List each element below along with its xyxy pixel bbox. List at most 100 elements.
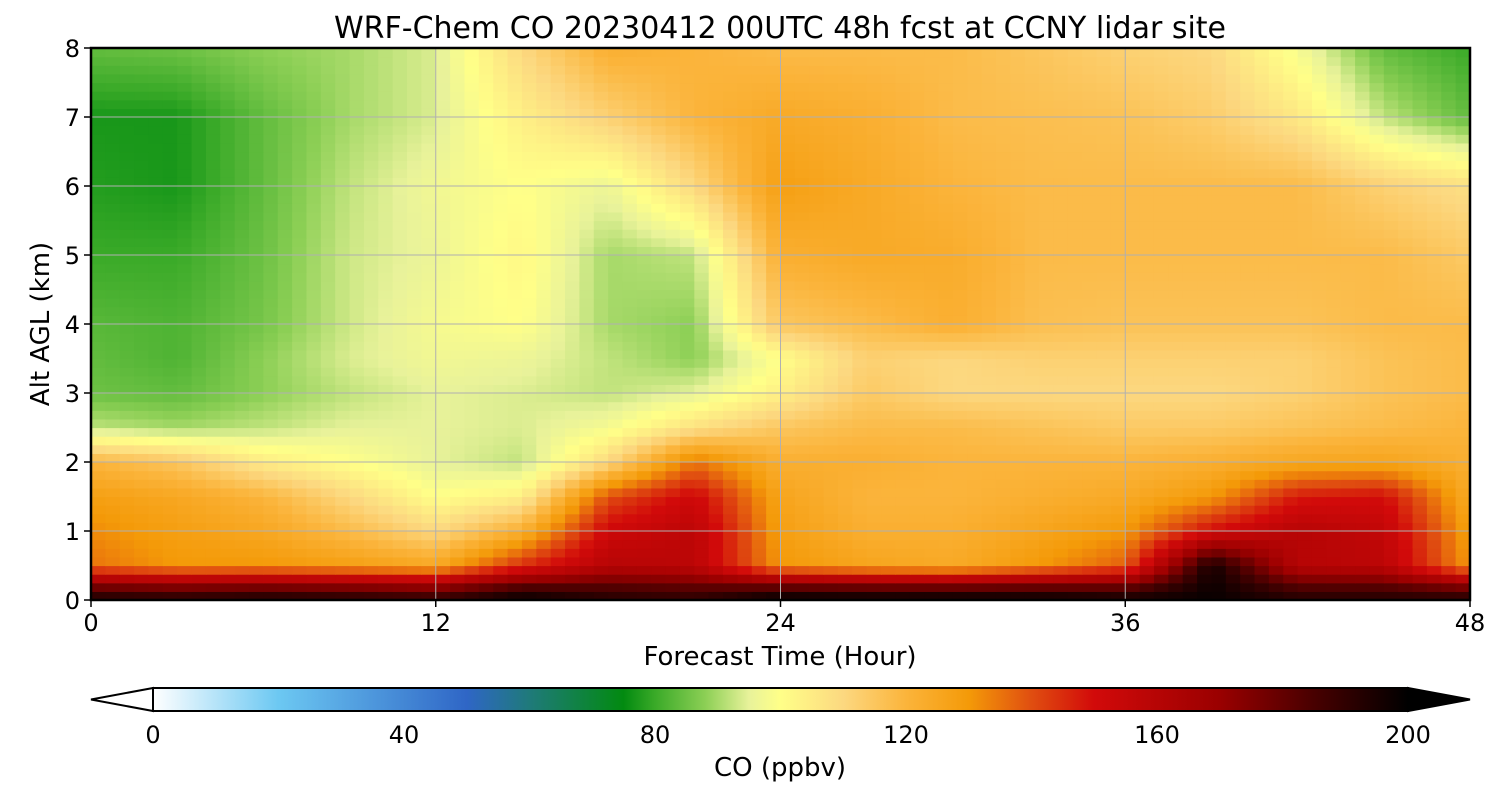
heatmap-cell: [694, 220, 710, 230]
heatmap-cell: [450, 168, 466, 178]
heatmap-cell: [967, 470, 983, 480]
heatmap-cell: [378, 160, 394, 170]
heatmap-cell: [177, 487, 193, 498]
heatmap-cell: [134, 496, 150, 506]
heatmap-cell: [435, 548, 451, 558]
heatmap-cell: [1053, 341, 1069, 351]
heatmap-cell: [550, 418, 566, 429]
heatmap-cell: [363, 280, 379, 291]
heatmap-cell: [550, 289, 566, 299]
heatmap-cell: [651, 522, 667, 532]
heatmap-cell: [1455, 513, 1470, 523]
heatmap-cell: [708, 272, 724, 282]
heatmap-cell: [967, 280, 983, 291]
heatmap-cell: [766, 220, 782, 230]
heatmap-cell: [1182, 246, 1198, 256]
heatmap-cell: [1268, 211, 1284, 222]
heatmap-cell: [737, 444, 753, 454]
heatmap-cell: [967, 574, 983, 584]
heatmap-cell: [636, 306, 652, 316]
heatmap-cell: [378, 177, 394, 187]
heatmap-cell: [91, 211, 106, 222]
heatmap-cell: [1211, 522, 1227, 532]
heatmap-cell: [1024, 574, 1040, 584]
heatmap-cell: [1110, 246, 1126, 256]
heatmap-cell: [292, 591, 308, 600]
heatmap-cell: [536, 522, 552, 532]
heatmap-cell: [1326, 341, 1342, 351]
heatmap-cell: [1039, 280, 1055, 291]
heatmap-cell: [1240, 151, 1256, 161]
heatmap-cell: [780, 349, 796, 360]
heatmap-cell: [1067, 384, 1083, 394]
heatmap-cell: [1139, 358, 1155, 368]
heatmap-cell: [895, 505, 911, 515]
heatmap-cell: [1024, 462, 1040, 472]
heatmap-cell: [392, 194, 408, 204]
heatmap-cell: [794, 384, 810, 394]
heatmap-cell: [579, 453, 595, 463]
heatmap-cell: [909, 548, 925, 558]
heatmap-cell: [234, 289, 250, 299]
heatmap-cell: [1326, 160, 1342, 170]
heatmap-cell: [751, 324, 767, 334]
heatmap-cell: [679, 418, 695, 429]
heatmap-cell: [952, 487, 968, 498]
heatmap-cell: [1125, 487, 1141, 498]
heatmap-cell: [1283, 367, 1299, 377]
heatmap-cell: [1125, 168, 1141, 178]
heatmap-cell: [1225, 531, 1241, 541]
heatmap-cell: [162, 272, 178, 282]
heatmap-cell: [938, 367, 954, 377]
heatmap-cell: [177, 211, 193, 222]
heatmap-cell: [1182, 436, 1198, 446]
heatmap-cell: [1412, 384, 1428, 394]
heatmap-cell: [363, 522, 379, 532]
heatmap-cell: [694, 444, 710, 454]
heatmap-cell: [1412, 211, 1428, 222]
heatmap-cell: [191, 289, 207, 299]
heatmap-cell: [622, 462, 638, 472]
heatmap-cell: [1355, 548, 1371, 558]
heatmap-cell: [277, 582, 293, 592]
heatmap-cell: [579, 349, 595, 360]
heatmap-cell: [162, 194, 178, 204]
heatmap-cell: [234, 462, 250, 472]
heatmap-cell: [234, 565, 250, 575]
heatmap-cell: [1311, 548, 1327, 558]
heatmap-cell: [335, 151, 351, 161]
heatmap-cell: [1039, 384, 1055, 394]
heatmap-cell: [579, 332, 595, 342]
heatmap-cell: [249, 367, 264, 377]
heatmap-cell: [507, 263, 523, 273]
heatmap-cell: [105, 324, 121, 334]
heatmap-cell: [823, 220, 839, 230]
heatmap-cell: [220, 246, 236, 256]
heatmap-cell: [507, 211, 523, 222]
heatmap-cell: [435, 220, 451, 230]
heatmap-cell: [981, 479, 997, 489]
heatmap-cell: [1110, 367, 1126, 377]
heatmap-cell: [407, 211, 422, 222]
heatmap-cell: [1010, 436, 1026, 446]
heatmap-cell: [392, 341, 408, 351]
heatmap-cell: [205, 462, 221, 472]
heatmap-cell: [622, 177, 638, 187]
heatmap-cell: [766, 367, 782, 377]
heatmap-cell: [881, 418, 897, 429]
heatmap-cell: [1182, 229, 1198, 239]
heatmap-cell: [464, 246, 480, 256]
heatmap-cell: [1182, 531, 1198, 541]
heatmap-cell: [1268, 393, 1284, 403]
heatmap-cell: [1125, 556, 1141, 567]
heatmap-cell: [895, 367, 911, 377]
heatmap-cell: [1024, 246, 1040, 256]
heatmap-cell: [751, 160, 767, 170]
heatmap-cell: [306, 496, 322, 506]
heatmap-cell: [220, 401, 236, 411]
heatmap-cell: [349, 306, 365, 316]
heatmap-cell: [363, 341, 379, 351]
heatmap-cell: [1096, 203, 1112, 213]
heatmap-cell: [1412, 324, 1428, 334]
heatmap-cell: [493, 487, 509, 498]
